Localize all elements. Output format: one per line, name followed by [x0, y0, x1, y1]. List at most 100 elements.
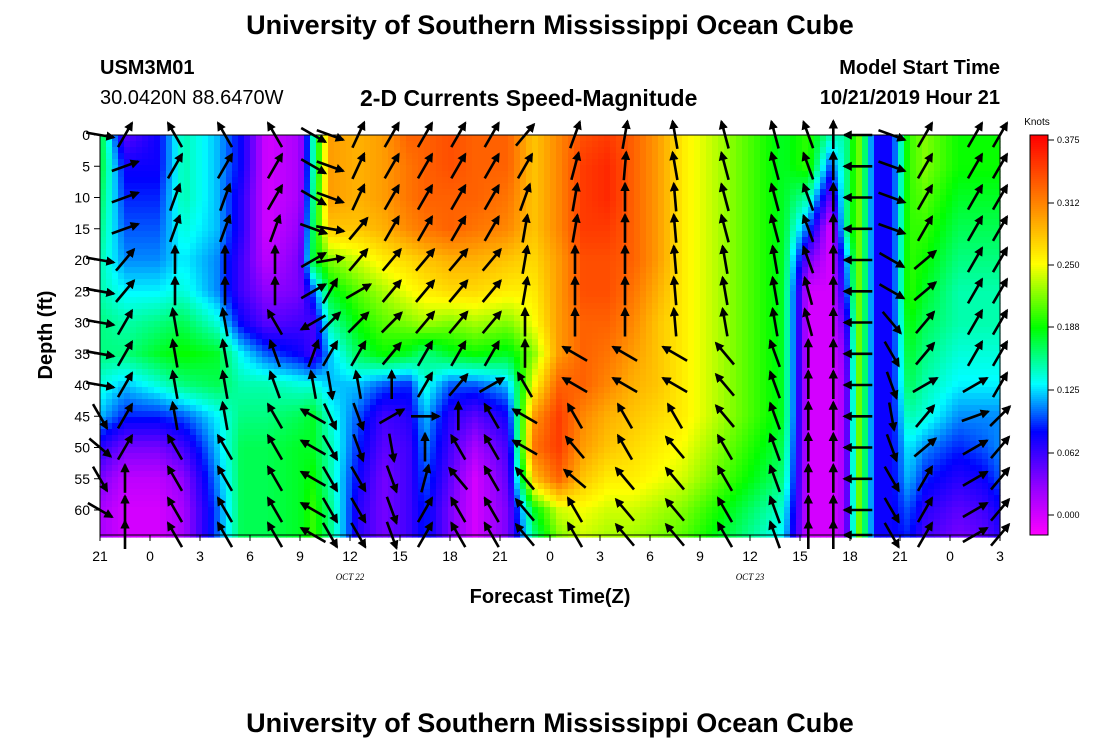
heat-cell [250, 147, 257, 154]
heat-cell [646, 207, 653, 214]
heat-cell [646, 135, 653, 142]
heat-cell [214, 195, 221, 202]
heat-cell [244, 309, 251, 316]
heat-cell [160, 201, 167, 208]
heat-cell [556, 279, 563, 286]
heat-cell [418, 189, 425, 196]
heat-cell [502, 147, 509, 154]
heat-cell [568, 261, 575, 268]
heat-cell [172, 303, 179, 310]
heat-cell [166, 177, 173, 184]
heat-cell [850, 327, 857, 334]
heat-cell [418, 285, 425, 292]
heat-cell [310, 183, 317, 190]
heat-cell [118, 177, 125, 184]
heat-cell [526, 207, 533, 214]
heat-cell [970, 297, 977, 304]
heat-cell [544, 273, 551, 280]
heat-cell [952, 267, 959, 274]
heat-cell [814, 225, 821, 232]
heat-cell [256, 183, 263, 190]
heat-cell [544, 159, 551, 166]
heat-cell [478, 213, 485, 220]
heat-cell [196, 201, 203, 208]
heat-cell [916, 321, 923, 328]
heat-cell [442, 171, 449, 178]
heat-cell [658, 261, 665, 268]
heat-cell [310, 327, 317, 334]
heat-cell [940, 285, 947, 292]
heat-cell [262, 261, 269, 268]
heat-cell [364, 165, 371, 172]
heat-cell [844, 147, 851, 154]
heat-cell [790, 267, 797, 274]
heat-cell [688, 321, 695, 328]
heat-cell [904, 237, 911, 244]
heat-cell [796, 255, 803, 262]
heat-cell [430, 219, 437, 226]
heat-cell [964, 195, 971, 202]
heat-cell [262, 321, 269, 328]
heat-cell [250, 255, 257, 262]
heat-cell [346, 243, 353, 250]
heat-cell [634, 231, 641, 238]
heat-cell [388, 237, 395, 244]
heat-cell [688, 315, 695, 322]
heat-cell [514, 327, 521, 334]
heat-cell [346, 273, 353, 280]
heat-cell [520, 327, 527, 334]
heat-cell [562, 135, 569, 142]
heat-cell [922, 213, 929, 220]
heat-cell [316, 279, 323, 286]
heat-cell [286, 303, 293, 310]
heat-cell [310, 237, 317, 244]
heat-cell [622, 303, 629, 310]
heat-cell [220, 297, 227, 304]
heat-cell [484, 177, 491, 184]
heat-cell [562, 279, 569, 286]
heat-cell [658, 165, 665, 172]
heat-cell [550, 207, 557, 214]
heat-cell [550, 171, 557, 178]
heat-cell [748, 141, 755, 148]
heat-cell [394, 207, 401, 214]
heat-cell [946, 159, 953, 166]
heat-cell [238, 267, 245, 274]
heat-cell [946, 297, 953, 304]
heat-cell [556, 135, 563, 142]
heat-cell [358, 309, 365, 316]
heat-cell [706, 315, 713, 322]
heat-cell [670, 291, 677, 298]
heat-cell [184, 183, 191, 190]
heat-cell [754, 213, 761, 220]
heat-cell [868, 327, 875, 334]
heat-cell [538, 249, 545, 256]
heat-cell [718, 231, 725, 238]
heat-cell [358, 147, 365, 154]
heat-cell [988, 207, 995, 214]
heat-cell [556, 141, 563, 148]
heat-cell [316, 297, 323, 304]
heat-cell [352, 153, 359, 160]
heat-cell [628, 249, 635, 256]
heat-cell [142, 267, 149, 274]
heat-cell [298, 207, 305, 214]
heat-cell [808, 261, 815, 268]
heat-cell [730, 255, 737, 262]
heat-cell [520, 153, 527, 160]
heat-cell [310, 231, 317, 238]
heat-cell [508, 177, 515, 184]
heat-cell [520, 207, 527, 214]
heat-cell [898, 273, 905, 280]
heat-cell [580, 141, 587, 148]
heat-cell [256, 279, 263, 286]
heat-cell [262, 135, 269, 142]
heat-cell [634, 147, 641, 154]
heat-cell [478, 171, 485, 178]
heat-cell [580, 285, 587, 292]
heat-cell [292, 243, 299, 250]
heat-cell [442, 153, 449, 160]
heat-cell [340, 189, 347, 196]
heat-cell [712, 159, 719, 166]
heat-cell [664, 189, 671, 196]
